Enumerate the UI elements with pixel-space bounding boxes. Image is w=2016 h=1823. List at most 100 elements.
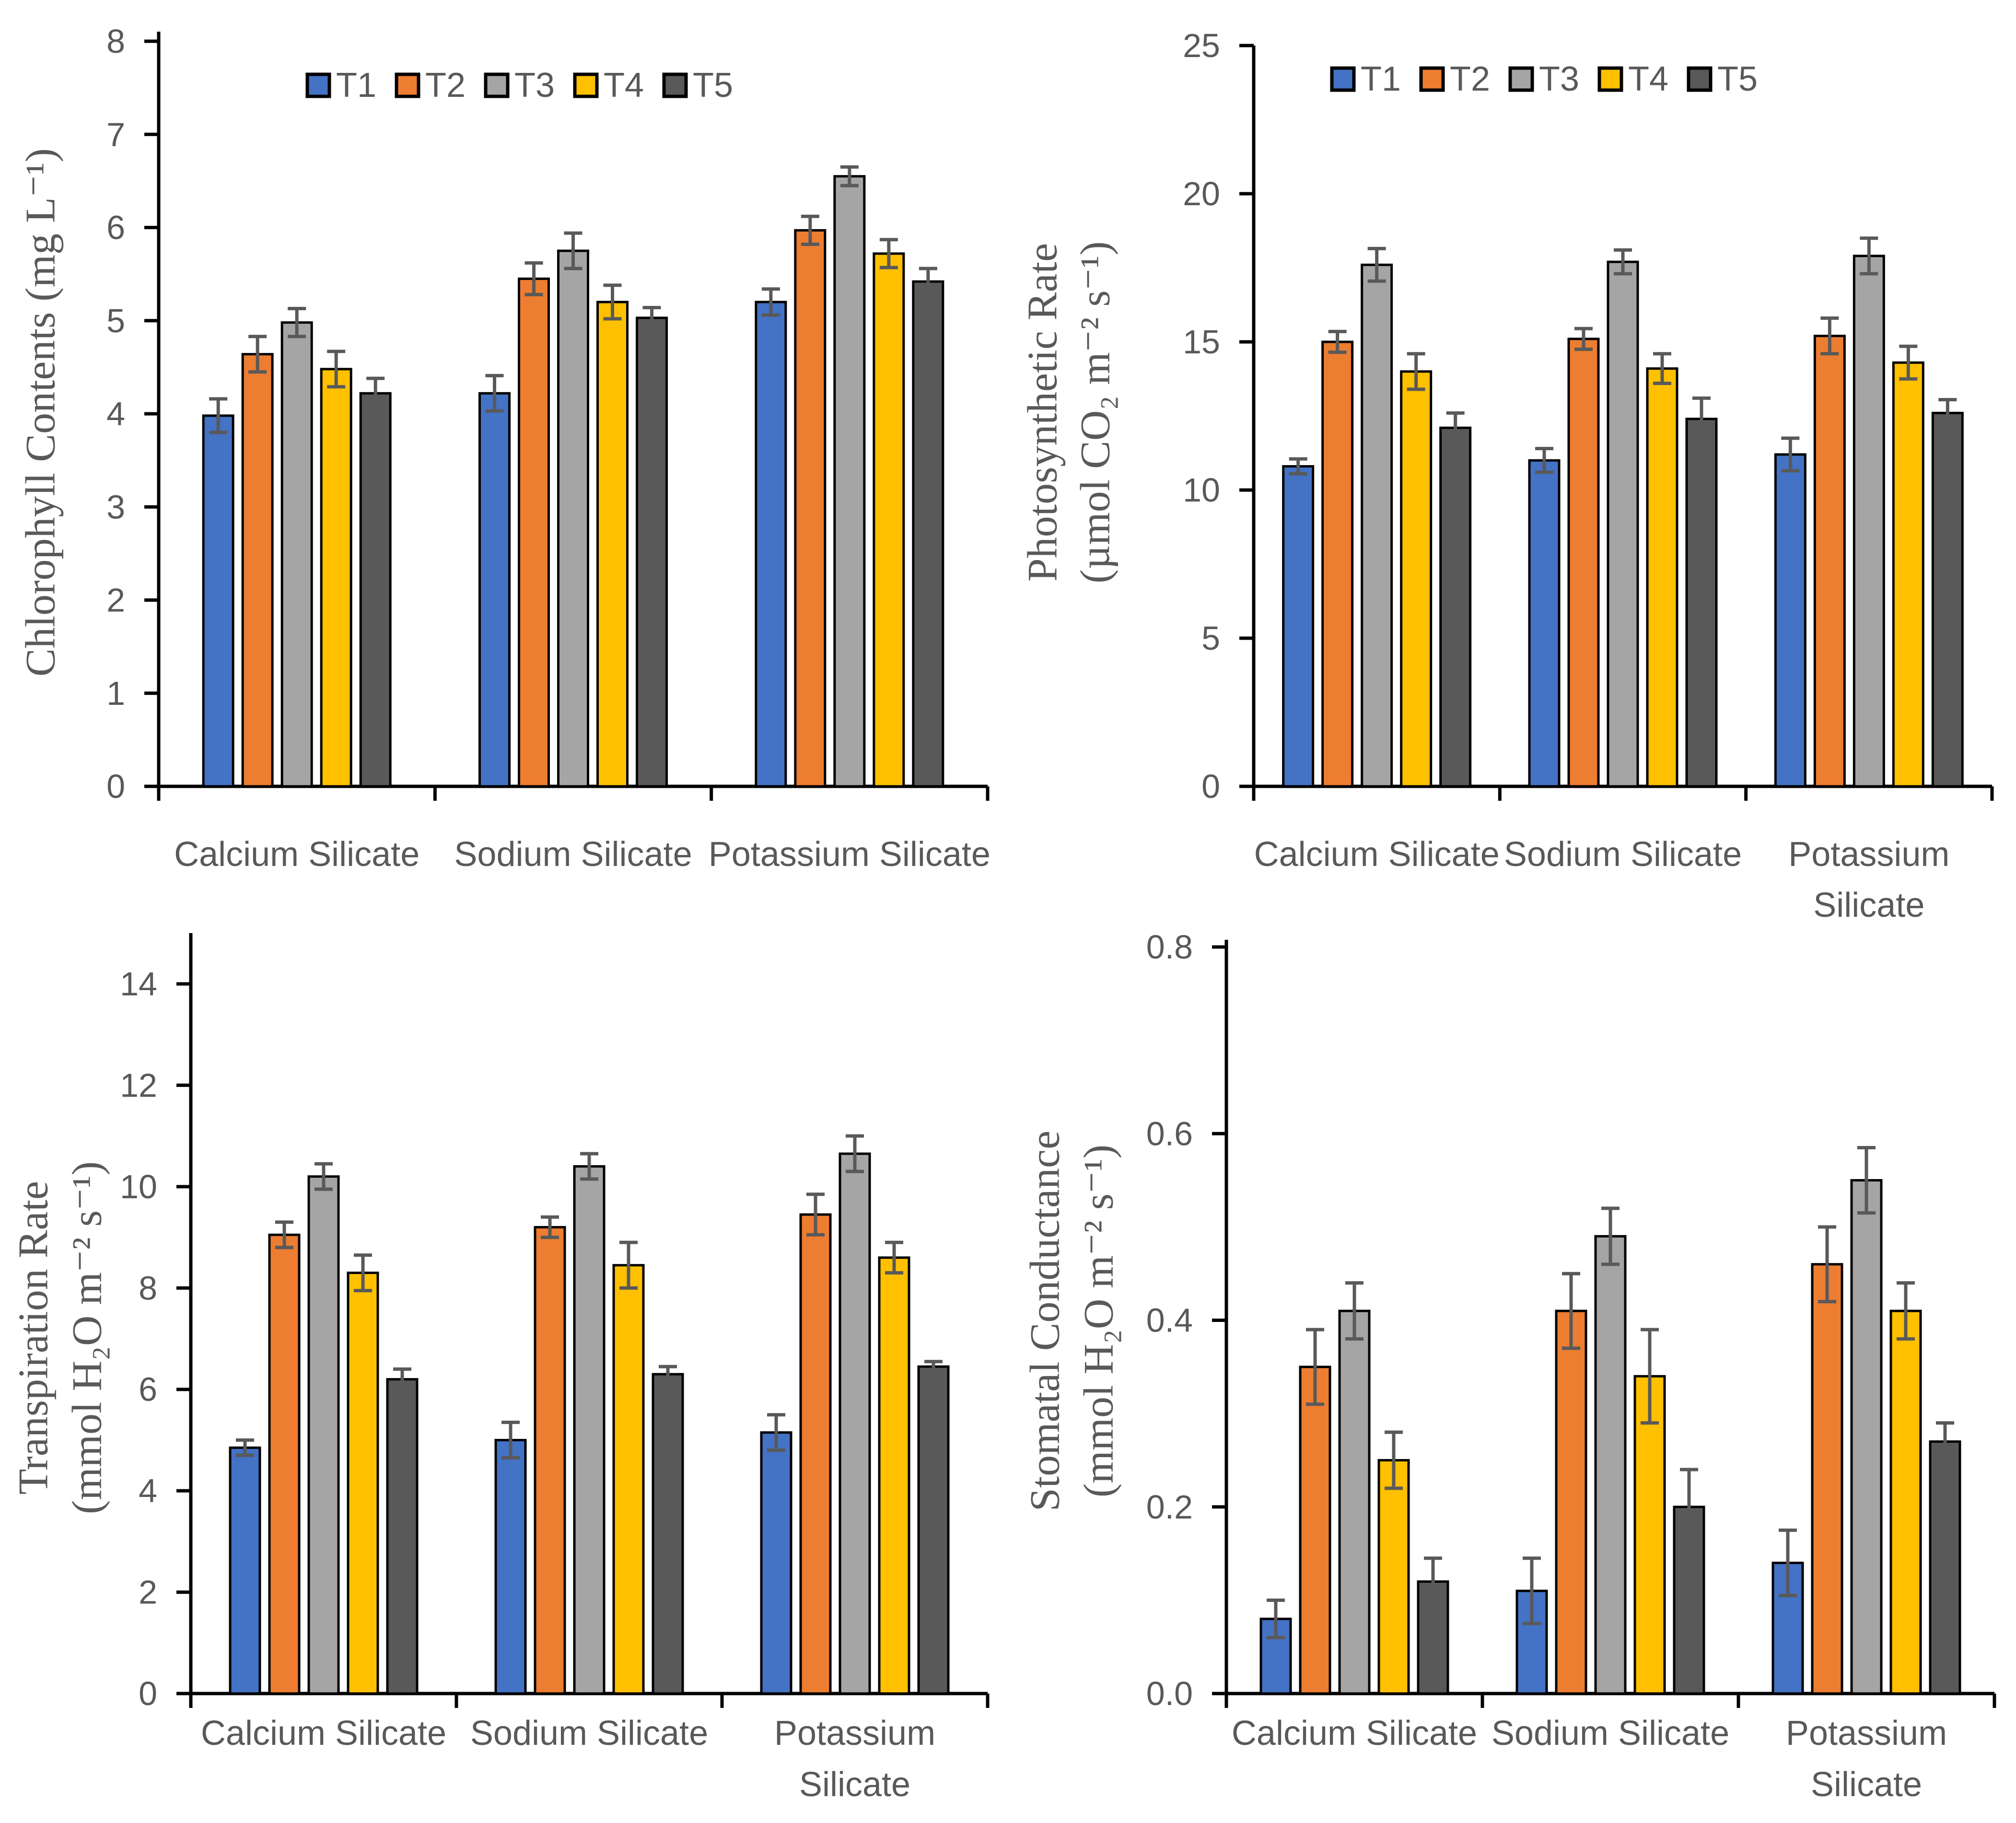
- legend-item-T3: T3: [1508, 60, 1579, 98]
- y-tick-label: 0: [106, 768, 125, 805]
- y-tick-label: 2: [139, 1574, 157, 1611]
- bar-T1-calcium-silicate: [1282, 465, 1315, 788]
- y-tick-label: 2: [106, 582, 125, 619]
- bar-T1-sodium-silicate: [494, 1438, 527, 1695]
- y-tick-label: 0.0: [1146, 1675, 1193, 1712]
- category-label: Potassium: [1786, 1714, 1947, 1753]
- y-tick-label: 10: [120, 1168, 157, 1205]
- y-axis-title: (mmol H₂O m⁻² s⁻¹): [1076, 1145, 1122, 1497]
- bar-T4-potassium-silicate: [878, 1256, 910, 1695]
- category-label: Sodium Silicate: [1504, 835, 1742, 874]
- legend-item-T2: T2: [1419, 60, 1490, 98]
- category-label: Sodium Silicate: [1492, 1714, 1729, 1753]
- y-axis-title: Transpiration Rate: [11, 1181, 57, 1495]
- bar-T4-calcium-silicate: [347, 1272, 379, 1695]
- category-label: Sodium Silicate: [470, 1714, 708, 1753]
- bar-T1-calcium-silicate: [202, 414, 234, 788]
- legend-label-T5: T5: [1717, 60, 1758, 98]
- category-label: Potassium: [774, 1714, 935, 1753]
- legend-swatch-T3: [484, 72, 510, 98]
- bar-T4-sodium-silicate: [612, 1264, 645, 1695]
- legend-item-T4: T4: [1597, 60, 1668, 98]
- bar-T3-sodium-silicate: [1607, 260, 1639, 788]
- category-label: Calcium Silicate: [201, 1714, 446, 1753]
- legend-swatch-T5: [1687, 66, 1713, 92]
- bar-T1-sodium-silicate: [1528, 459, 1561, 788]
- y-tick-label: 14: [120, 965, 157, 1003]
- y-tick-label: 8: [139, 1269, 157, 1307]
- category-label: Calcium Silicate: [174, 835, 420, 874]
- bar-T4-calcium-silicate: [1400, 370, 1433, 788]
- y-tick-label: 5: [106, 302, 125, 339]
- legend-item-T5: T5: [1687, 60, 1758, 98]
- bar-T2-calcium-silicate: [1321, 340, 1354, 788]
- y-tick-label: 0.8: [1146, 928, 1193, 966]
- y-tick-label: 4: [106, 395, 125, 432]
- bar-T5-sodium-silicate: [652, 1373, 684, 1695]
- bar-T3-sodium-silicate: [573, 1165, 606, 1695]
- bar-T1-calcium-silicate: [229, 1446, 261, 1695]
- legend-swatch-T5: [662, 72, 688, 98]
- legend-label-T4: T4: [604, 66, 644, 105]
- bar-T1-potassium-silicate: [760, 1431, 792, 1695]
- bar-T2-potassium-silicate: [794, 229, 827, 788]
- bar-T2-sodium-silicate: [518, 277, 550, 788]
- category-label: Silicate: [1813, 886, 1924, 924]
- legend-item-T2: T2: [395, 66, 466, 105]
- legend-swatch-T2: [395, 72, 420, 98]
- bar-T5-potassium-silicate: [912, 280, 944, 788]
- y-tick-label: 25: [1183, 27, 1220, 64]
- bar-T2-potassium-silicate: [1813, 335, 1846, 788]
- legend-swatch-T1: [305, 72, 331, 98]
- bar-T2-potassium-silicate: [1811, 1263, 1843, 1695]
- bar-T5-calcium-silicate: [359, 392, 392, 788]
- legend-item-T1: T1: [305, 66, 376, 105]
- y-tick-label: 20: [1183, 175, 1220, 212]
- legend-label-T3: T3: [1539, 60, 1579, 98]
- category-label: Potassium Silicate: [709, 835, 991, 874]
- legend-label-T4: T4: [1628, 60, 1668, 98]
- bar-T4-calcium-silicate: [1377, 1459, 1410, 1695]
- legend-label-T2: T2: [1450, 60, 1490, 98]
- legend-swatch-T1: [1330, 66, 1356, 92]
- bar-T4-sodium-silicate: [596, 301, 629, 788]
- legend-label-T1: T1: [336, 66, 376, 105]
- bar-T1-sodium-silicate: [478, 392, 511, 788]
- legend-label-T2: T2: [425, 66, 466, 105]
- category-label: Calcium Silicate: [1254, 835, 1500, 874]
- legend-item-T4: T4: [573, 66, 644, 105]
- bar-T2-calcium-silicate: [268, 1233, 301, 1695]
- chart-panel-stomatal-conductance: 0.0 0.2 0.4 0.6 0.8 Calcium Silicate Sodium Si…: [1022, 928, 1996, 1804]
- bar-T4-sodium-silicate: [1646, 367, 1678, 788]
- y-tick-label: 7: [106, 116, 125, 153]
- bar-T3-calcium-silicate: [280, 321, 313, 788]
- bar-T2-sodium-silicate: [1555, 1309, 1587, 1695]
- y-axis-title: (mmol H₂O m⁻² s⁻¹): [64, 1161, 111, 1514]
- legend-item-T1: T1: [1330, 60, 1401, 98]
- y-tick-label: 4: [139, 1472, 157, 1509]
- chart-panel-chlorophyll-contents: 0 1 2 3 4 5 6 7 8 Calcium Silicate Sodium Silicate…: [18, 23, 991, 874]
- bar-T3-potassium-silicate: [1850, 1179, 1883, 1695]
- bar-T3-potassium-silicate: [833, 175, 866, 788]
- y-tick-label: 0.2: [1146, 1488, 1193, 1526]
- bar-T3-potassium-silicate: [1853, 255, 1885, 788]
- legend-item-T5: T5: [662, 66, 733, 105]
- bar-T2-sodium-silicate: [1567, 338, 1600, 788]
- category-label: Silicate: [799, 1765, 910, 1804]
- bar-T3-sodium-silicate: [1594, 1235, 1627, 1695]
- bar-T3-calcium-silicate: [307, 1175, 340, 1695]
- y-tick-label: 15: [1183, 323, 1220, 361]
- legend-label-T5: T5: [693, 66, 733, 105]
- bar-T4-potassium-silicate: [1889, 1309, 1922, 1695]
- bar-T5-calcium-silicate: [386, 1378, 419, 1695]
- y-tick-label: 0.6: [1146, 1115, 1193, 1152]
- bar-T2-calcium-silicate: [241, 353, 274, 788]
- bar-T5-sodium-silicate: [1685, 418, 1718, 788]
- legend-swatch-T2: [1419, 66, 1445, 92]
- legend-swatch-T4: [1597, 66, 1623, 92]
- bar-T5-potassium-silicate: [917, 1365, 950, 1695]
- bar-T3-potassium-silicate: [839, 1152, 871, 1695]
- y-tick-label: 0: [139, 1675, 157, 1712]
- y-tick-label: 8: [106, 23, 125, 60]
